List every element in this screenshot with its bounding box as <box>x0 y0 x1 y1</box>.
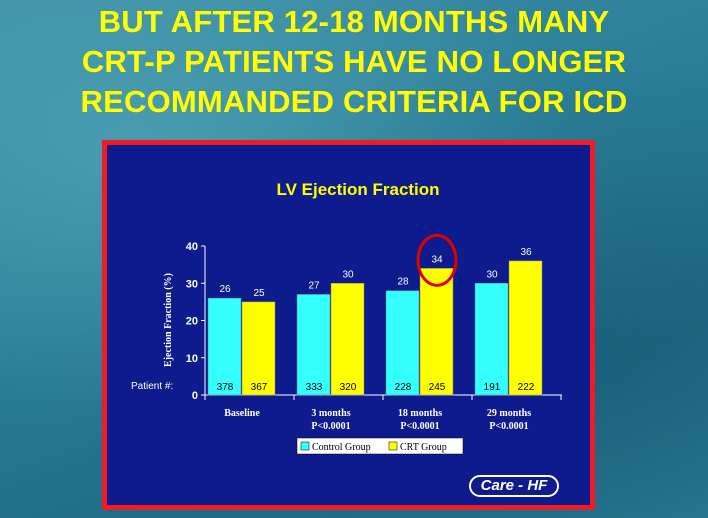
patient-count: 191 <box>484 382 501 393</box>
patient-count: 333 <box>306 382 323 393</box>
bar-value-label: 28 <box>397 277 409 288</box>
lv-ejection-fraction-chart: LV Ejection Fraction Ejection Fraction (%… <box>131 180 562 455</box>
legend-box <box>296 437 464 455</box>
bar-crt <box>419 268 454 396</box>
patient-count: 320 <box>340 382 357 393</box>
bar-value-label: 34 <box>431 254 443 265</box>
bar-value-label: 27 <box>308 280 320 291</box>
x-category-pvalue: P<0.0001 <box>400 421 439 432</box>
chart-panel-inner: LV Ejection Fraction Ejection Fraction (%… <box>107 145 590 505</box>
patient-count: 228 <box>395 382 412 393</box>
bar-control <box>296 294 331 396</box>
patient-count: 222 <box>518 382 535 393</box>
bar-control <box>385 290 420 396</box>
y-tick-label: 40 <box>186 241 198 253</box>
y-axis-label: Ejection Fraction (%) <box>163 273 174 367</box>
bar-value-label: 26 <box>219 284 231 295</box>
bar-crt <box>241 301 276 396</box>
bar-crt <box>330 283 365 396</box>
patient-count: 367 <box>251 382 268 393</box>
patient-count: 378 <box>217 382 234 393</box>
bar-control <box>207 297 242 396</box>
y-tick-label: 30 <box>186 278 198 290</box>
headline-line-1: BUT AFTER 12-18 MONTHS MANY <box>98 4 610 39</box>
highlight-circle <box>416 233 458 287</box>
legend-label-crt: CRT Group <box>400 442 447 453</box>
chart-title: LV Ejection Fraction <box>276 180 439 199</box>
x-category-label: 18 months <box>398 408 442 419</box>
bar-value-label: 25 <box>253 288 265 299</box>
bar-value-label: 30 <box>342 269 354 280</box>
x-category-pvalue: P<0.0001 <box>311 421 350 432</box>
x-category-pvalue: P<0.0001 <box>489 421 528 432</box>
headline-line-3: RECOMMANDED CRITERIA FOR ICD <box>80 84 628 119</box>
bar-value-label: 30 <box>486 269 498 280</box>
legend-swatch-crt <box>388 441 398 451</box>
care-hf-logo: Care - HF <box>469 475 559 497</box>
bar-crt <box>508 260 543 396</box>
headline: BUT AFTER 12-18 MONTHS MANY CRT-P PATIEN… <box>0 2 708 122</box>
chart-panel: LV Ejection Fraction Ejection Fraction (%… <box>102 140 595 510</box>
bar-control <box>474 283 509 396</box>
patient-count: 245 <box>429 382 446 393</box>
headline-line-2: CRT-P PATIENTS HAVE NO LONGER <box>81 44 627 79</box>
legend-swatch-control <box>300 441 310 451</box>
x-category-label: Baseline <box>224 408 260 419</box>
patient-count-label: Patient #: <box>131 381 173 392</box>
y-tick-label: 20 <box>186 316 198 328</box>
bar-value-label: 36 <box>520 247 532 258</box>
y-tick-label: 10 <box>186 353 198 365</box>
legend-label-control: Control Group <box>312 442 371 453</box>
x-category-label: 3 months <box>311 408 350 419</box>
x-category-label: 29 months <box>487 408 531 419</box>
y-tick-label: 0 <box>192 390 198 402</box>
